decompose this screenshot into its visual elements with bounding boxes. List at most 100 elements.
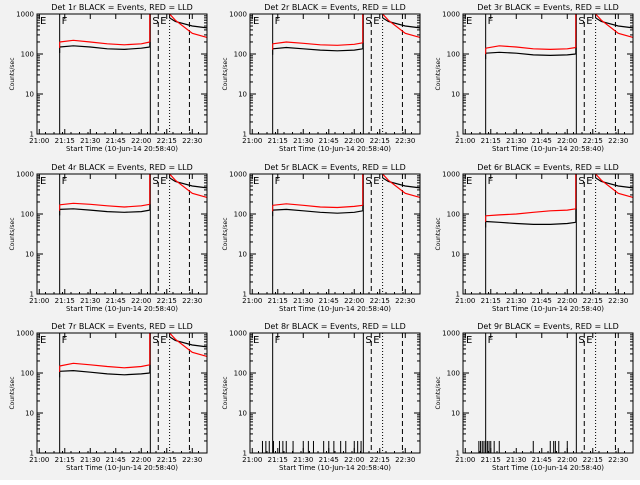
panel-title: Det 7r BLACK = Events, RED = LLD: [51, 322, 193, 331]
y-tick-label: 100: [234, 370, 247, 378]
y-tick-label: 1: [30, 291, 34, 299]
event-marker-label: E: [586, 335, 592, 346]
x-tick-label: 21:30: [506, 297, 526, 305]
plot-frame: [249, 173, 421, 295]
series-post-events: [169, 17, 208, 29]
x-tick-label: 21:00: [29, 456, 49, 464]
y-axis-label: Counts/sec: [222, 376, 229, 409]
y-tick-label: 100: [447, 370, 460, 378]
event-marker-label: F: [62, 335, 68, 346]
y-tick-label: 1: [30, 131, 34, 139]
event-marker-label: E: [466, 176, 472, 187]
x-tick-label: 22:00: [557, 137, 577, 145]
x-axis-label: Start Time (10-Jun-14 20:58:40): [66, 145, 178, 153]
x-tick-label: 21:45: [319, 297, 339, 305]
series-line-events: [485, 220, 576, 225]
x-tick-label: 21:30: [80, 456, 100, 464]
y-tick-label: 1000: [229, 11, 247, 19]
y-tick-label: 1: [456, 291, 460, 299]
y-tick-label: 10: [25, 251, 34, 259]
y-tick-label: 1000: [442, 330, 460, 338]
series-post-lld: [169, 332, 208, 357]
y-axis-label: Counts/sec: [9, 217, 16, 250]
x-tick-label: 22:00: [344, 297, 364, 305]
x-tick-label: 22:30: [608, 137, 628, 145]
y-tick-label: 100: [21, 51, 34, 59]
series-line-events: [485, 51, 576, 57]
event-marker-label: S: [365, 16, 371, 27]
event-marker-label: E: [373, 335, 379, 346]
x-tick-label: 22:00: [557, 456, 577, 464]
y-tick-label: 1: [243, 131, 247, 139]
y-tick-label: 100: [21, 211, 34, 219]
plot-frame: [462, 13, 634, 135]
x-tick-label: 21:00: [242, 297, 262, 305]
event-marker-label: E: [40, 176, 46, 187]
x-axis-label: Start Time (10-Jun-14 20:58:40): [66, 305, 178, 313]
event-marker-label: E: [466, 335, 472, 346]
x-tick-label: 21:45: [532, 456, 552, 464]
series-post-lld: [169, 173, 208, 198]
y-tick-label: 1: [30, 450, 34, 458]
x-tick-label: 21:45: [106, 456, 126, 464]
x-tick-label: 22:30: [182, 456, 202, 464]
plot-frame: [36, 13, 208, 135]
y-tick-label: 1: [456, 131, 460, 139]
series-line-events: [272, 208, 363, 214]
x-tick-label: 22:30: [608, 456, 628, 464]
data-gap-region: [150, 333, 170, 453]
series-line-lld: [59, 39, 150, 46]
x-tick-label: 21:30: [506, 137, 526, 145]
x-tick-label: 21:15: [268, 456, 288, 464]
y-tick-label: 100: [21, 370, 34, 378]
x-axis-label: Start Time (10-Jun-14 20:58:40): [279, 305, 391, 313]
event-marker-label: E: [466, 16, 472, 27]
x-tick-label: 22:15: [370, 137, 390, 145]
event-marker-label: S: [152, 176, 158, 187]
y-tick-label: 10: [451, 410, 460, 418]
y-tick-label: 1000: [229, 330, 247, 338]
x-tick-label: 21:15: [55, 456, 75, 464]
event-marker-label: F: [488, 16, 494, 27]
y-axis-label: Counts/sec: [435, 57, 442, 90]
panel-title: Det 2r BLACK = Events, RED = LLD: [264, 3, 406, 12]
series-line-events: [59, 369, 150, 376]
x-tick-label: 22:30: [395, 297, 415, 305]
event-marker-label: E: [253, 16, 259, 27]
y-axis-label: Counts/sec: [435, 217, 442, 250]
event-marker-label: E: [40, 335, 46, 346]
event-marker-label: E: [160, 16, 166, 27]
x-tick-label: 22:15: [583, 137, 603, 145]
series-post-events: [169, 177, 208, 189]
y-tick-label: 10: [451, 251, 460, 259]
event-marker-label: E: [373, 176, 379, 187]
event-marker-label: S: [365, 176, 371, 187]
y-tick-label: 10: [238, 251, 247, 259]
series-line-lld: [485, 208, 576, 217]
x-tick-label: 21:15: [481, 456, 501, 464]
x-tick-label: 22:00: [557, 297, 577, 305]
y-tick-label: 10: [238, 410, 247, 418]
series-line-events: [59, 45, 150, 51]
x-axis-label: Start Time (10-Jun-14 20:58:40): [492, 464, 604, 472]
y-tick-label: 1000: [16, 330, 34, 338]
data-gap-region: [363, 174, 383, 294]
series-line-lld: [485, 45, 576, 51]
series-line-lld: [59, 362, 150, 369]
x-tick-label: 21:00: [455, 137, 475, 145]
x-tick-label: 21:15: [268, 137, 288, 145]
event-marker-label: S: [152, 16, 158, 27]
series-post-events: [595, 17, 634, 29]
x-tick-label: 22:15: [370, 456, 390, 464]
event-marker-label: F: [275, 176, 281, 187]
series-post-events: [382, 17, 421, 29]
event-marker-label: S: [578, 176, 584, 187]
plot-frame: [462, 173, 634, 295]
